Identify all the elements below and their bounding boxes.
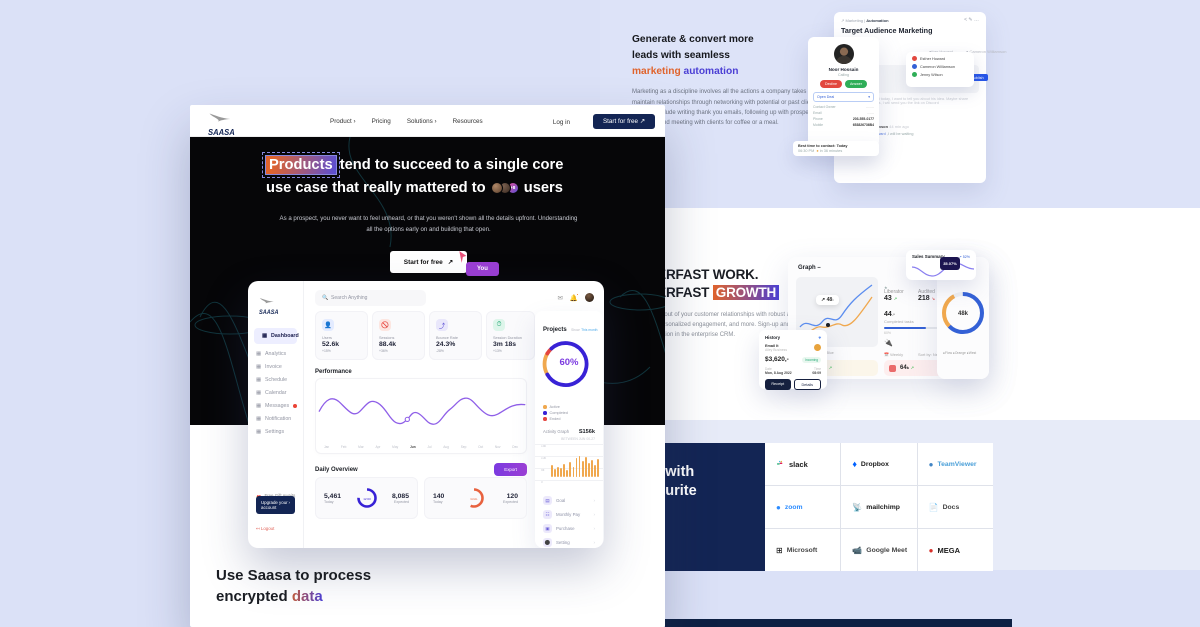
svg-text:48k: 48k [958, 311, 969, 317]
svg-text:GOAL: GOAL [470, 497, 478, 501]
svg-text:12:00: 12:00 [363, 497, 371, 501]
svg-text:60%: 60% [559, 357, 579, 368]
